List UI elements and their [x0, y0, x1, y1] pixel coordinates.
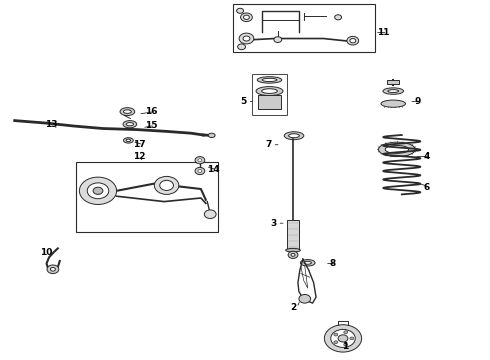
Circle shape [160, 180, 173, 190]
Circle shape [274, 37, 282, 42]
Circle shape [198, 170, 202, 172]
Text: 16: 16 [145, 107, 157, 116]
Text: 1: 1 [343, 342, 348, 351]
Circle shape [299, 294, 311, 303]
Circle shape [344, 343, 348, 346]
Ellipse shape [126, 122, 133, 126]
Text: 13: 13 [45, 120, 58, 129]
Text: 11: 11 [377, 28, 390, 37]
Text: 3: 3 [270, 219, 276, 228]
Ellipse shape [385, 145, 409, 153]
Ellipse shape [123, 138, 133, 143]
Ellipse shape [383, 88, 404, 94]
Text: 2: 2 [290, 303, 296, 312]
Ellipse shape [123, 110, 131, 113]
Ellipse shape [284, 132, 304, 140]
Ellipse shape [208, 133, 215, 138]
Circle shape [244, 15, 249, 19]
Ellipse shape [262, 89, 277, 93]
Circle shape [288, 251, 298, 258]
Circle shape [237, 8, 244, 13]
Circle shape [338, 335, 348, 342]
Circle shape [324, 325, 362, 352]
Circle shape [239, 33, 254, 44]
Circle shape [93, 187, 103, 194]
Ellipse shape [289, 134, 299, 138]
Text: 5: 5 [241, 97, 246, 106]
Ellipse shape [262, 78, 277, 82]
Circle shape [195, 167, 205, 175]
Circle shape [331, 329, 355, 347]
Circle shape [334, 341, 338, 344]
Ellipse shape [379, 142, 416, 157]
Circle shape [238, 44, 245, 50]
Circle shape [204, 210, 216, 219]
Ellipse shape [286, 248, 300, 252]
Ellipse shape [381, 100, 405, 107]
Ellipse shape [123, 121, 137, 128]
Text: 10: 10 [40, 248, 52, 257]
Circle shape [79, 177, 117, 204]
Text: 4: 4 [423, 152, 430, 161]
Circle shape [198, 159, 202, 162]
Bar [387, 80, 399, 84]
Ellipse shape [300, 260, 315, 266]
Circle shape [291, 253, 295, 256]
Circle shape [154, 176, 179, 194]
Ellipse shape [388, 90, 398, 93]
Bar [76, 162, 218, 232]
Circle shape [344, 331, 348, 334]
Text: 14: 14 [207, 166, 220, 175]
Text: 6: 6 [423, 183, 429, 192]
Bar [258, 95, 281, 109]
Circle shape [335, 15, 342, 20]
Circle shape [195, 157, 205, 164]
Bar [252, 74, 287, 115]
Ellipse shape [120, 108, 135, 116]
Text: 12: 12 [133, 152, 146, 161]
Text: 15: 15 [145, 121, 157, 130]
Text: 17: 17 [133, 140, 146, 149]
Circle shape [350, 39, 356, 43]
Circle shape [47, 265, 59, 274]
Text: 9: 9 [414, 97, 421, 106]
Circle shape [350, 337, 354, 340]
Circle shape [50, 267, 55, 271]
Ellipse shape [257, 77, 282, 83]
Circle shape [243, 36, 250, 41]
Circle shape [87, 183, 109, 199]
Ellipse shape [304, 261, 312, 264]
Text: 8: 8 [329, 259, 335, 268]
Ellipse shape [256, 86, 283, 95]
Ellipse shape [126, 139, 130, 142]
Text: 7: 7 [265, 140, 272, 149]
Bar [233, 4, 375, 52]
Circle shape [334, 333, 338, 336]
Circle shape [347, 36, 359, 45]
Circle shape [241, 13, 252, 22]
Bar [287, 220, 299, 250]
